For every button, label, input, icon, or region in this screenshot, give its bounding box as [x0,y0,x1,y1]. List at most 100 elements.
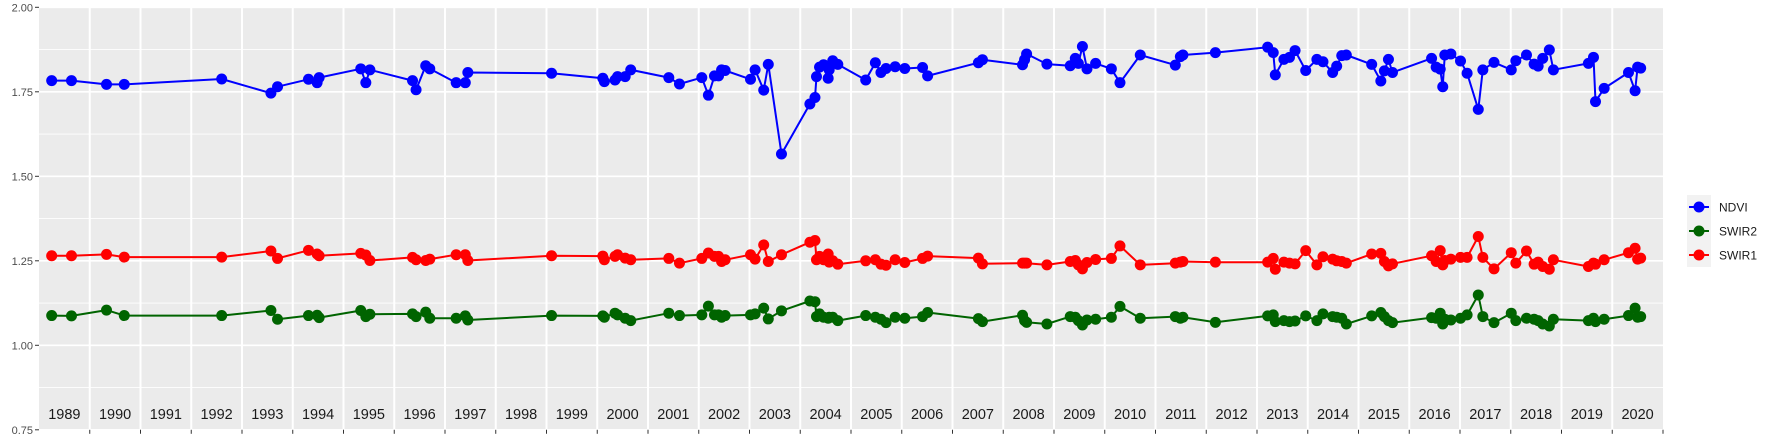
swir1-point [1590,258,1602,270]
year-label: 2008 [1012,407,1044,423]
year-label: 1990 [99,407,131,423]
year-label: 2010 [1114,407,1146,423]
swir1-point [272,252,284,264]
swir2-point [462,314,474,326]
ndvi-point [922,70,934,82]
swir1-point [313,250,325,262]
swir1-point [762,255,774,267]
swir2-point [46,310,58,322]
swir1-point [749,253,761,265]
swir1-point [880,259,892,271]
swir2-point [1289,315,1301,327]
swir2-point [65,310,77,322]
swir1-point [1090,253,1102,265]
swir1-point [673,257,685,269]
swir1-point [775,249,787,261]
legend-key-point [1693,201,1705,213]
swir1-point [832,258,844,270]
swir1-point [1505,247,1517,259]
year-label: 2012 [1215,407,1247,423]
swir1-point [1472,230,1484,242]
swir1-point [450,249,462,261]
ndvi-point [809,92,821,104]
ndvi-point [302,73,314,85]
swir1-point [922,250,934,262]
ndvi-point [313,72,325,84]
ndvi-point [1547,64,1559,76]
y-tick-label: 2.00 [12,2,33,14]
ndvi-point [612,71,624,83]
ndvi-point [663,72,675,84]
ndvi-point [216,73,228,85]
swir1-point [809,235,821,247]
year-label: 1992 [200,407,232,423]
year-label: 2005 [860,407,892,423]
swir2-point [663,307,675,319]
ndvi-point [1114,77,1126,89]
swir1-point [1340,257,1352,269]
year-label: 2001 [657,407,689,423]
ndvi-point [1434,63,1446,75]
swir1-point [424,253,436,265]
swir2-point [1041,318,1053,330]
ndvi-point [407,75,419,87]
ndvi-point [598,76,610,88]
year-label: 1997 [454,407,486,423]
year-label: 2018 [1520,407,1552,423]
swir2-point [364,308,376,320]
year-label: 1995 [353,407,385,423]
year-label: 1999 [556,407,588,423]
swir2-point [809,296,821,308]
ndvi-point [889,61,901,73]
year-label: 2004 [809,407,841,423]
swir2-point [673,310,685,322]
swir1-point [265,245,277,257]
legend-key-point [1693,249,1705,261]
swir1-point [1635,252,1647,264]
swir1-point [410,254,422,266]
ndvi-point [1105,63,1117,75]
ndvi-point [272,81,284,93]
legend-label: SWIR1 [1719,249,1757,263]
ndvi-point [1076,41,1088,53]
swir2-point [302,310,314,322]
swir1-point [1547,254,1559,266]
ndvi-point [546,67,558,79]
swir2-point [1317,308,1329,320]
swir1-point [1629,242,1641,254]
swir1-point [1114,240,1126,252]
swir2-point [749,308,761,320]
swir1-point [1510,257,1522,269]
swir1-point [1434,245,1446,257]
ndvi-point [758,84,770,96]
swir2-point [976,316,988,328]
ndvi-point [1331,60,1343,72]
ndvi-point [1134,49,1146,61]
ndvi-point [1041,58,1053,70]
ndvi-point [1072,57,1084,69]
swir1-point [663,252,675,264]
ndvi-point [1505,64,1517,76]
year-label: 1996 [403,407,435,423]
swir2-point [424,312,436,324]
swir2-point [1177,311,1189,323]
swir2-point [216,310,228,322]
swir2-point [598,311,610,323]
ndvi-point [1510,55,1522,67]
ndvi-point [364,64,376,76]
year-label: 2019 [1571,407,1603,423]
swir2-point [1477,311,1489,323]
year-label: 2013 [1266,407,1298,423]
ndvi-point [1366,58,1378,70]
ndvi-point [360,77,372,89]
year-label: 2015 [1368,407,1400,423]
swir2-point [313,312,325,324]
year-label: 2000 [606,407,638,423]
ndvi-point [719,65,731,77]
ndvi-point [832,58,844,70]
ndvi-point [1269,69,1281,81]
swir1-point [1134,259,1146,271]
ndvi-point [1635,62,1647,74]
ndvi-point [823,64,835,76]
ndvi-point [1537,52,1549,64]
